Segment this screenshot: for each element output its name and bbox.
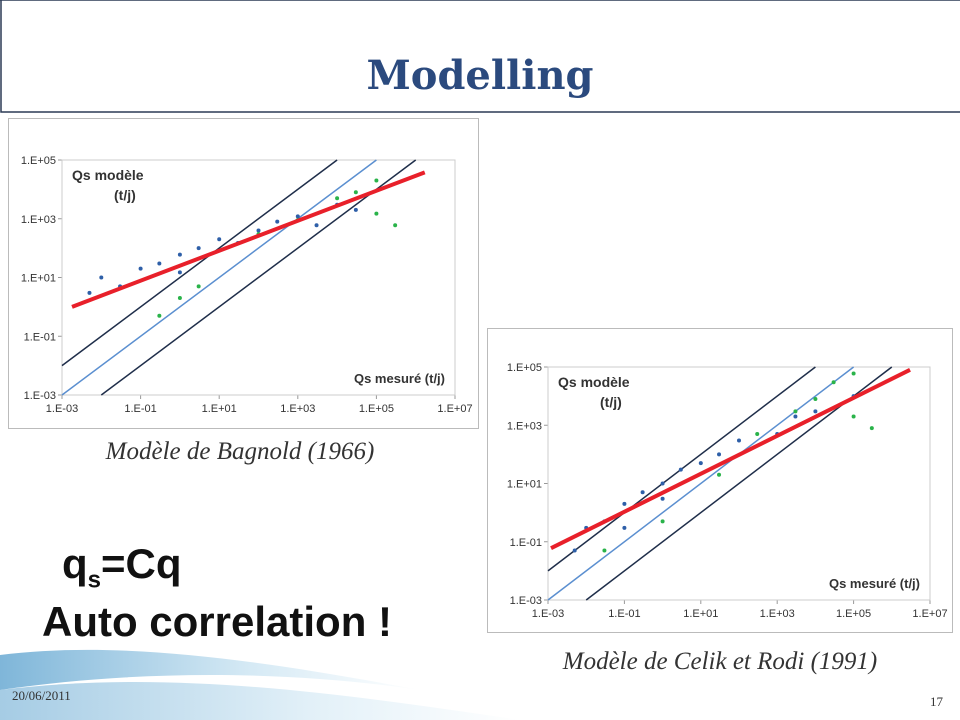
x-tick-label: 1.E+05 xyxy=(836,608,871,620)
x-axis-label: Qs mesuré (t/j) xyxy=(354,371,445,386)
y-axis-label: (t/j) xyxy=(114,187,136,203)
line xyxy=(100,159,417,396)
y-tick-label: 1.E-01 xyxy=(24,331,56,343)
y-tick-label: 1.E+05 xyxy=(21,155,56,167)
point xyxy=(737,438,741,443)
x-tick-label: 1.E+03 xyxy=(280,403,315,415)
point xyxy=(275,219,280,224)
point xyxy=(138,266,143,271)
formula-rest: =Cq xyxy=(101,540,182,587)
point xyxy=(157,261,162,266)
point xyxy=(869,426,874,431)
point xyxy=(177,296,182,301)
point xyxy=(660,496,665,501)
x-tick-label: 1.E+01 xyxy=(202,403,237,415)
chart: 1.E-03 1.E-01 1.E+01 1.E+03 1.E+05 1.E-03 1.E-… xyxy=(8,118,479,429)
point xyxy=(353,207,358,212)
point xyxy=(177,252,182,257)
x-axis-label: Qs mesuré (t/j) xyxy=(829,576,920,591)
y-tick-label: 1.E+05 xyxy=(507,362,542,374)
point xyxy=(157,313,162,318)
y-tick-label: 1.E-01 xyxy=(510,537,542,549)
point xyxy=(622,501,627,506)
x-tick-label: 1.E+07 xyxy=(912,608,947,620)
point xyxy=(678,467,683,472)
point xyxy=(572,548,577,553)
x-tick-label: 1.E-03 xyxy=(532,608,564,620)
point xyxy=(196,246,201,251)
point xyxy=(196,284,201,289)
point xyxy=(622,525,627,530)
plot-area xyxy=(61,159,456,396)
point xyxy=(353,190,358,195)
caption: Modèle de Bagnold (1966) xyxy=(105,438,375,465)
point xyxy=(851,414,856,419)
point xyxy=(374,211,379,216)
point xyxy=(602,548,607,553)
point xyxy=(793,409,798,414)
line xyxy=(550,368,911,551)
y-axis-label: Qs modèle xyxy=(72,167,144,183)
wave xyxy=(0,649,420,690)
point xyxy=(374,178,379,183)
caption: Modèle de Celik et Rodi (1991) xyxy=(562,648,878,675)
point xyxy=(314,223,319,228)
y-tick-label: 1.E-03 xyxy=(510,595,542,607)
x-tick-label: 1.E+07 xyxy=(437,403,472,415)
title-frame xyxy=(0,0,960,113)
x-tick-label: 1.E+05 xyxy=(359,403,394,415)
page-number: 17 xyxy=(930,694,943,709)
y-tick-label: 1.E+01 xyxy=(21,273,56,285)
point xyxy=(393,223,398,228)
point xyxy=(295,214,300,219)
x-tick-label: 1.E-03 xyxy=(46,403,78,415)
point xyxy=(851,371,856,376)
point xyxy=(793,414,798,419)
note: Auto correlation ! xyxy=(42,598,393,645)
point xyxy=(660,519,665,524)
point xyxy=(717,452,722,457)
point xyxy=(256,228,261,233)
x-tick-label: 1.E-01 xyxy=(608,608,640,620)
point xyxy=(831,380,836,385)
line xyxy=(547,366,855,601)
formula-sub: s xyxy=(87,566,102,594)
point xyxy=(813,396,818,401)
point xyxy=(717,472,722,477)
line xyxy=(61,159,338,367)
point xyxy=(660,481,665,486)
point xyxy=(698,461,703,466)
y-tick-label: 1.E+03 xyxy=(21,214,56,226)
y-tick-label: 1.E-03 xyxy=(24,390,56,402)
point xyxy=(755,432,760,437)
x-tick-label: 1.E+03 xyxy=(760,608,795,620)
y-tick-label: 1.E+03 xyxy=(507,420,542,432)
wave xyxy=(0,681,520,720)
plot-area xyxy=(547,366,931,601)
point xyxy=(99,275,104,280)
y-tick-label: 1.E+01 xyxy=(507,479,542,491)
point xyxy=(813,409,818,414)
formula: qs=Cq xyxy=(62,540,182,594)
y-axis-label: Qs modèle xyxy=(558,374,630,390)
date: 20/06/2011 xyxy=(12,688,71,703)
chart: 1.E-03 1.E-01 1.E+01 1.E+03 1.E+05 1.E-03 1.E-… xyxy=(487,328,953,633)
line xyxy=(61,159,377,396)
point xyxy=(335,196,340,201)
formula-base: q xyxy=(62,540,88,587)
line xyxy=(71,170,426,309)
point xyxy=(217,237,222,242)
title: Modelling xyxy=(366,52,594,99)
point xyxy=(177,270,182,275)
point xyxy=(87,290,92,295)
x-tick-label: 1.E-01 xyxy=(124,403,156,415)
x-tick-label: 1.E+01 xyxy=(683,608,718,620)
y-axis-label: (t/j) xyxy=(600,394,622,410)
point xyxy=(640,490,645,495)
